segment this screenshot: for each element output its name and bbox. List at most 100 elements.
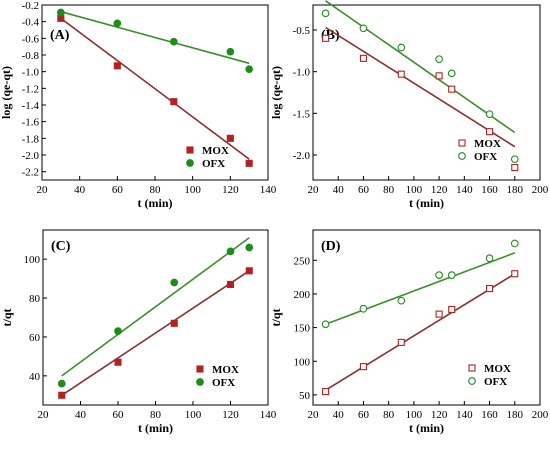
mox-point (435, 310, 443, 318)
x-tick-label: 20 (38, 409, 50, 421)
mox-point (245, 159, 253, 167)
mox-point (511, 270, 519, 278)
y-axis-label: t/qt (0, 308, 14, 326)
x-tick-label: 40 (75, 409, 87, 421)
legend-label-ofx: OFX (484, 376, 507, 388)
x-tick-label: 100 (406, 184, 423, 196)
x-tick-label: 60 (358, 409, 370, 421)
y-tick-label: -0.8 (22, 50, 40, 62)
x-tick-label: 40 (333, 409, 345, 421)
mox-point (322, 387, 330, 396)
chart-panel-a: 20 40 60 80 100 120 140 -2.2 -2.0 -1.8 -1.6 -1.4 -1.… (0, 0, 277, 210)
ofx-point (359, 304, 368, 313)
legend-label-ofx: OFX (474, 151, 497, 163)
ofx-fit-line (61, 237, 250, 377)
ofx-point (113, 19, 122, 28)
y-axis-label: log (qe-qt) (0, 66, 13, 119)
mox-point (448, 85, 456, 93)
panel-tag: (D) (321, 239, 341, 254)
legend-label-mox: MOX (484, 363, 511, 375)
y-tick-label: 80 (29, 293, 41, 305)
panel-tag: (A) (50, 28, 70, 43)
y-axis-label: log (qe-qt) (269, 66, 283, 119)
legend-label-mox: MOX (474, 138, 501, 150)
ofx-fit-line (325, 252, 516, 325)
mox-point (486, 128, 494, 136)
y-tick-label: 100 (294, 356, 311, 368)
mox-point (486, 285, 494, 293)
mox-fit-line (60, 17, 250, 160)
x-tick-label: 140 (456, 184, 473, 196)
legend-marker-ofx (458, 152, 466, 160)
plot-frame (312, 229, 541, 406)
y-tick-label: -0.5 (293, 25, 311, 37)
ofx-point (485, 110, 494, 119)
y-tick-label: -0.4 (22, 17, 40, 29)
mox-point (170, 98, 178, 106)
chart-panel-c: 20 40 60 80 100 120 140 40 60 80 100 t (min) t/qt (C)… (0, 229, 277, 435)
x-tick-label: 200 (532, 409, 549, 421)
x-tick-label: 100 (185, 409, 202, 421)
plot-frame (312, 4, 541, 181)
ofx-point (397, 296, 406, 305)
legend-marker-mox (468, 364, 476, 372)
x-tick-label: 120 (431, 409, 448, 421)
ofx-fit-line (60, 10, 250, 65)
x-tick-label: 80 (383, 409, 395, 421)
ofx-point (510, 155, 519, 164)
legend-marker-mox (186, 146, 194, 154)
mox-point (58, 391, 66, 399)
x-tick-label: 40 (74, 184, 86, 196)
x-axis-label: t (min) (138, 421, 173, 435)
ofx-point (169, 37, 178, 46)
x-tick-label: 80 (150, 409, 162, 421)
x-tick-label: 60 (113, 409, 125, 421)
x-tick-label: 180 (507, 409, 524, 421)
mox-point (511, 163, 519, 172)
x-tick-label: 20 (308, 184, 320, 196)
ofx-point (321, 320, 330, 329)
x-tick-label: 160 (481, 409, 498, 421)
mox-point (226, 134, 234, 142)
ofx-point (226, 247, 235, 256)
mox-point (359, 54, 367, 62)
ofx-point (485, 254, 494, 263)
x-tick-label: 120 (222, 184, 239, 196)
y-tick-label: 60 (29, 332, 41, 344)
mox-point (170, 319, 178, 327)
mox-point (226, 280, 235, 288)
mox-point (359, 363, 367, 371)
ofx-point (245, 243, 254, 252)
y-tick-label: -1.4 (22, 100, 40, 112)
mox-fit-line (325, 26, 516, 148)
y-tick-label: 50 (299, 390, 311, 402)
y-tick-label: 40 (29, 371, 41, 383)
y-tick-label: -1.2 (22, 83, 39, 95)
mox-point (397, 70, 405, 78)
ofx-point (435, 271, 443, 279)
legend-marker-mox (458, 139, 466, 147)
chart-panel-b: 20 40 60 80 100 120 140 160 180 200 -2.0 -1.5 -1.0 -0… (269, 0, 549, 210)
x-tick-label: 120 (431, 184, 448, 196)
legend-label-ofx: OFX (212, 377, 235, 389)
x-tick-label: 140 (260, 184, 277, 196)
y-tick-label: -1.8 (22, 133, 40, 145)
legend-label-ofx: OFX (202, 158, 225, 170)
x-tick-label: 100 (184, 184, 201, 196)
x-tick-label: 40 (333, 184, 345, 196)
y-tick-label: -1.0 (22, 67, 40, 79)
x-tick-label: 60 (358, 184, 370, 196)
x-tick-label: 20 (37, 184, 49, 196)
mox-point (397, 338, 405, 346)
y-tick-label: -1.5 (293, 108, 311, 120)
ofx-point (321, 9, 330, 18)
panel-tag: (C) (51, 239, 71, 254)
x-tick-label: 140 (260, 409, 277, 421)
mox-point (114, 358, 122, 366)
ofx-fit-line (325, 0, 516, 134)
x-axis-label: t (min) (409, 196, 444, 210)
x-axis-label: t (min) (138, 196, 173, 210)
mox-point (245, 267, 253, 275)
legend-marker-ofx (196, 378, 204, 386)
mox-point (448, 305, 456, 313)
